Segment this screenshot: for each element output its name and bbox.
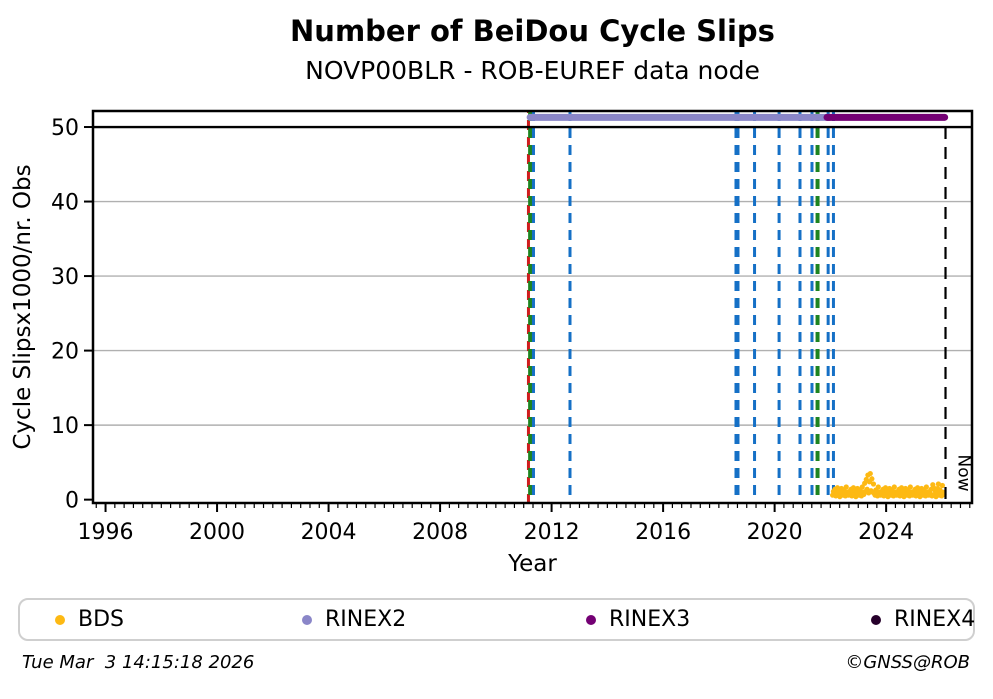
chart-subtitle: NOVP00BLR - ROB-EUREF data node xyxy=(305,56,760,85)
rinex3-marker-icon xyxy=(586,614,596,625)
y-tick-label: 50 xyxy=(51,116,79,141)
y-tick-label: 30 xyxy=(51,265,79,290)
legend-label-bds: BDS xyxy=(78,606,124,632)
x-axis-label: Year xyxy=(507,551,557,577)
x-tick-label: 2020 xyxy=(747,520,803,545)
bds-point xyxy=(867,470,873,477)
x-tick-label: 2004 xyxy=(301,520,357,545)
plot-timestamp: Tue Mar 3 14:15:18 2026 xyxy=(22,652,255,673)
x-tick-label: 2016 xyxy=(635,520,691,545)
bds-point xyxy=(939,482,946,489)
legend-item-bds: BDS xyxy=(55,600,124,639)
bds-point xyxy=(875,484,881,490)
bds-point xyxy=(843,484,849,490)
bds-point xyxy=(870,481,877,487)
rinex2-marker-icon xyxy=(302,614,312,625)
bds-point xyxy=(923,484,929,490)
x-tick-label: 1996 xyxy=(78,520,134,545)
y-axis-label: Cycle Slipsx1000/nr. Obs xyxy=(10,164,36,449)
y-tick-label: 20 xyxy=(51,340,79,365)
x-tick-label: 2024 xyxy=(858,520,914,545)
legend-item-rinex3: RINEX3 xyxy=(586,600,690,639)
bds-point xyxy=(935,481,942,487)
y-tick-label: 0 xyxy=(65,489,79,514)
now-label: Now xyxy=(954,454,974,491)
chart-plot-area: Now 1996 2000 2004 2008 2012 2016 2020 2024 0 10 20… xyxy=(10,109,974,577)
rinex4-marker-icon xyxy=(871,614,881,625)
y-tick-label: 10 xyxy=(51,414,79,439)
legend-label-rinex3: RINEX3 xyxy=(609,606,691,632)
legend-item-rinex2: RINEX2 xyxy=(302,600,406,639)
bds-marker-icon xyxy=(55,614,65,625)
bds-point xyxy=(859,484,865,490)
bds-point xyxy=(891,484,897,490)
x-tick-label: 2012 xyxy=(524,520,580,545)
y-tick-label: 40 xyxy=(51,191,79,216)
chart-title: Number of BeiDou Cycle Slips xyxy=(290,14,775,48)
legend-box: BDS RINEX2 RINEX3 RINEX4 xyxy=(18,598,975,641)
legend-item-rinex4: RINEX4 xyxy=(871,600,975,639)
bds-point xyxy=(869,476,875,482)
credit-text: ©GNSS@ROB xyxy=(845,652,970,673)
bds-point xyxy=(907,484,913,490)
legend-label-rinex4: RINEX4 xyxy=(894,606,976,632)
x-tick-label: 2000 xyxy=(189,520,245,545)
legend-label-rinex2: RINEX2 xyxy=(325,606,407,632)
x-tick-label: 2008 xyxy=(412,520,468,545)
